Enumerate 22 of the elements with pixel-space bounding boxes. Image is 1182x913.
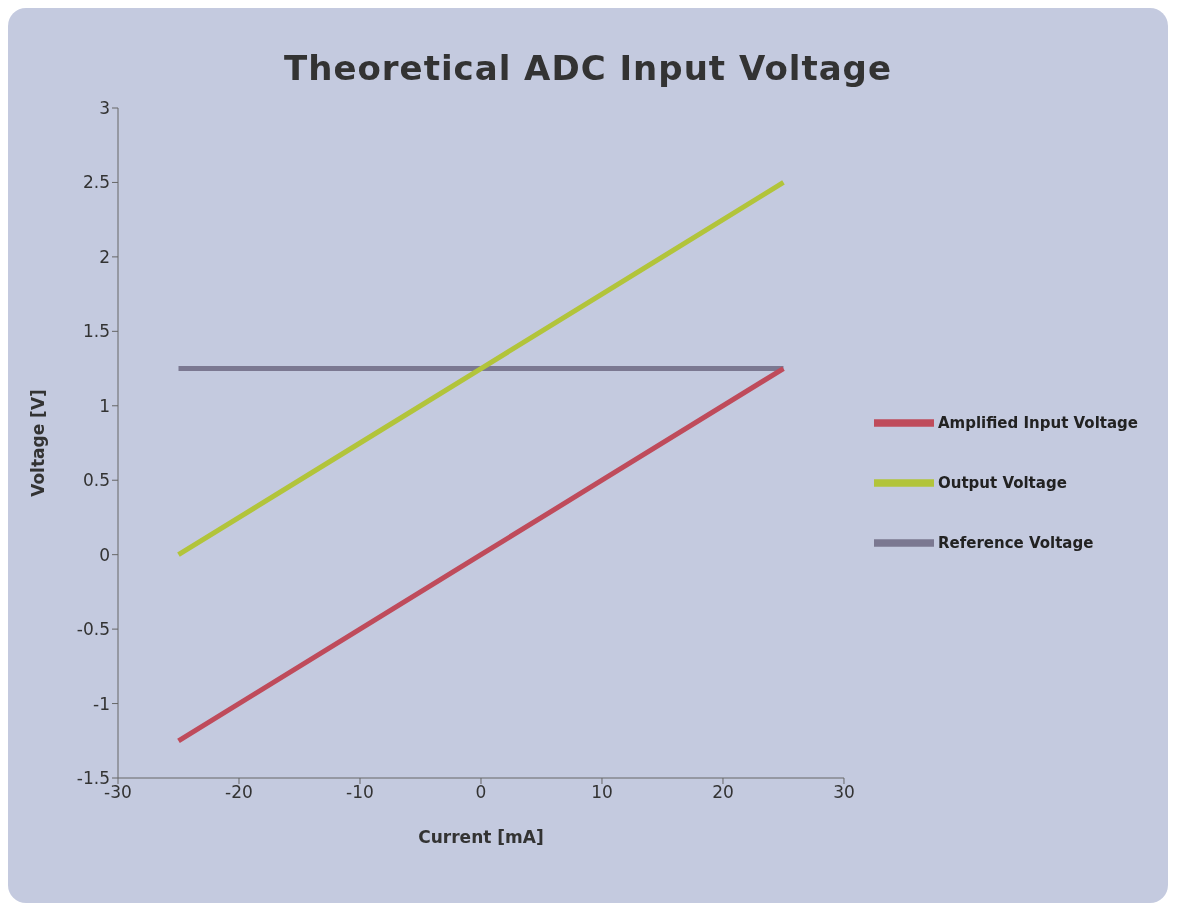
y-tick-label: -0.5 bbox=[76, 619, 110, 640]
legend-label: Amplified Input Voltage bbox=[937, 413, 1138, 432]
x-axis-title: Current [mA] bbox=[418, 827, 544, 847]
chart-title: Theoretical ADC Input Voltage bbox=[283, 47, 893, 88]
y-tick-label: -1.5 bbox=[76, 768, 110, 789]
y-tick-label: 1.5 bbox=[82, 321, 110, 342]
legend-label: Reference Voltage bbox=[937, 533, 1094, 552]
legend-label: Output Voltage bbox=[937, 473, 1067, 492]
y-tick-label: 2 bbox=[99, 246, 110, 267]
y-tick-label: 0.5 bbox=[82, 470, 110, 491]
x-tick-label: -20 bbox=[225, 782, 253, 803]
y-tick-label: 2.5 bbox=[82, 172, 110, 193]
x-tick-label: 0 bbox=[475, 782, 487, 803]
y-axis-title: Voltage [V] bbox=[28, 389, 49, 497]
x-tick-label: -10 bbox=[346, 782, 374, 803]
y-tick-label: 3 bbox=[99, 98, 110, 119]
y-tick-label: -1 bbox=[93, 693, 110, 714]
x-tick-label: 10 bbox=[591, 782, 613, 803]
x-tick-label: 30 bbox=[833, 782, 855, 803]
x-tick-label: 20 bbox=[712, 782, 734, 803]
y-tick-label: 1 bbox=[99, 395, 110, 416]
y-tick-label: 0 bbox=[99, 544, 110, 565]
